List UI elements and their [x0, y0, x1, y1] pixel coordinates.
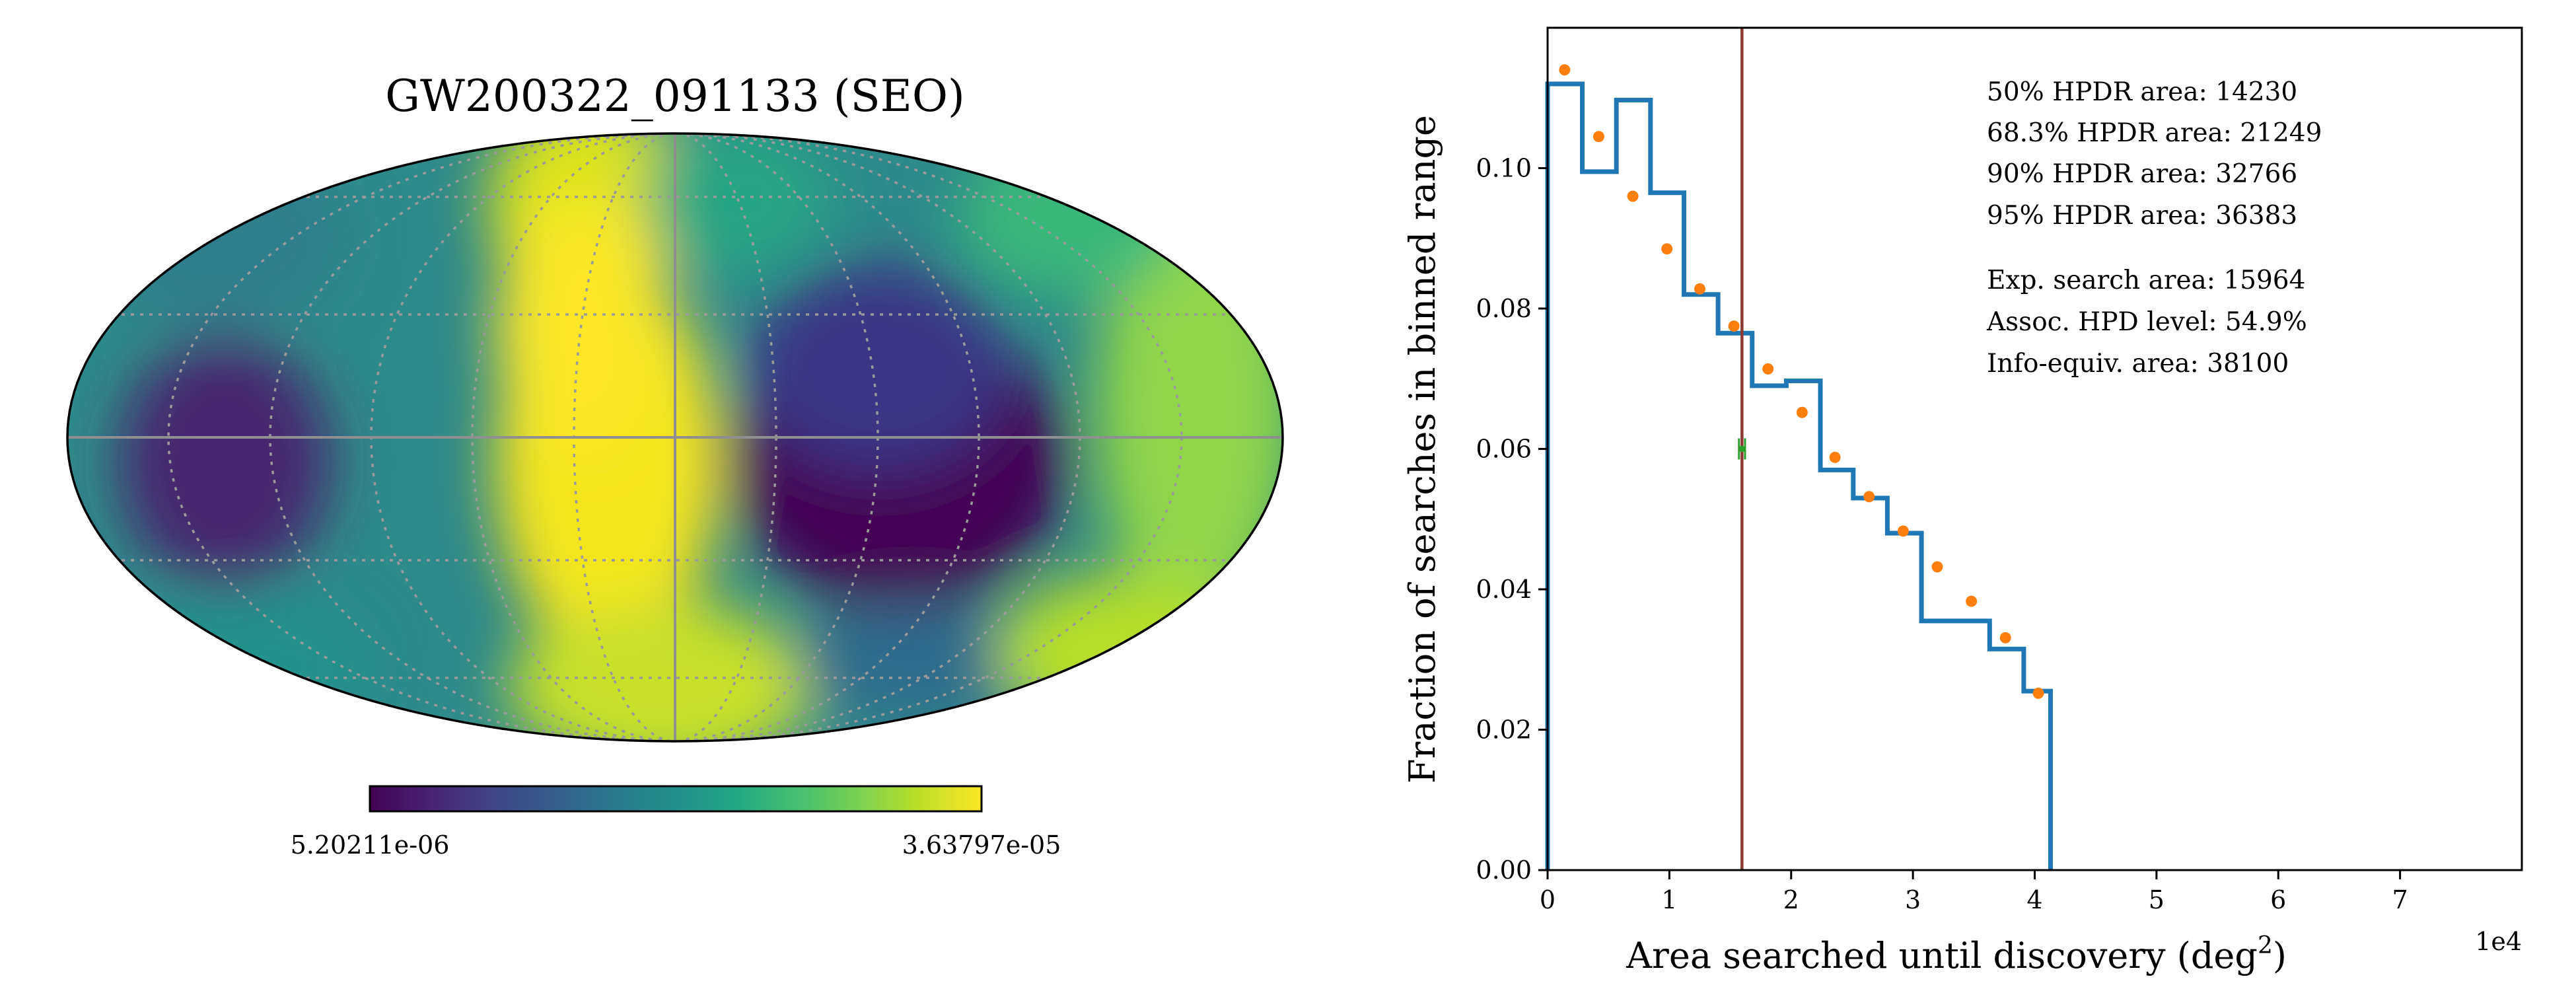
x-tick-label: 7 — [2392, 885, 2408, 914]
annotation-hpdr-68: 68.3% HPDR area: 21249 — [1987, 118, 2322, 148]
skymap-border — [66, 132, 1284, 743]
y-tick-label: 0.04 — [1476, 575, 1532, 604]
annotation-hpdr-90: 90% HPDR area: 32766 — [1987, 159, 2297, 189]
annotation-hpdr-95: 95% HPDR area: 36383 — [1987, 201, 2297, 231]
estimate-point — [1931, 561, 1943, 573]
histogram-panel: 0 1 2 3 4 5 6 7 0.00 0.02 0.04 0.06 0.08 0.10 Area s… — [1402, 26, 2523, 976]
estimate-point — [1728, 320, 1740, 332]
annotation-info-equiv-area: Info-equiv. area: 38100 — [1987, 349, 2289, 379]
estimate-point — [1829, 451, 1841, 463]
x-axis-label: Area searched until discovery (deg2) — [1626, 932, 2287, 976]
estimate-point — [1863, 491, 1875, 503]
y-ticks: 0.00 0.02 0.04 0.06 0.08 0.10 — [1476, 154, 1548, 885]
x-axis-label-main: Area searched until discovery (deg — [1626, 935, 2258, 976]
y-tick-label: 0.02 — [1476, 716, 1532, 745]
exp-search-marker — [1738, 445, 1746, 453]
y-tick-label: 0.06 — [1476, 435, 1532, 464]
colorbar-min-label: 5.20211e-06 — [291, 830, 450, 860]
x-axis-multiplier: 1e4 — [2475, 927, 2522, 956]
estimate-point — [1661, 243, 1673, 255]
colorbar-gradient — [369, 785, 983, 813]
plot-frame — [1546, 26, 2523, 871]
estimate-point — [1559, 64, 1571, 76]
x-tick-label: 3 — [1905, 885, 1921, 914]
stats-annotations: 50% HPDR area: 14230 68.3% HPDR area: 21… — [1986, 77, 2322, 379]
estimate-point — [1897, 525, 1909, 537]
estimate-point — [1627, 190, 1639, 202]
y-tick-label: 0.10 — [1476, 154, 1532, 183]
estimate-point — [1796, 406, 1808, 418]
x-tick-label: 1 — [1661, 885, 1677, 914]
x-tick-label: 2 — [1783, 885, 1799, 914]
x-ticks: 0 1 2 3 4 5 6 7 — [1540, 870, 2408, 914]
estimate-points — [1559, 64, 2044, 699]
y-tick-label: 0.00 — [1476, 856, 1532, 885]
colorbar: 5.20211e-06 3.63797e-05 — [291, 785, 1061, 860]
estimate-point — [2032, 687, 2044, 699]
colorbar-max-label: 3.63797e-05 — [902, 830, 1061, 860]
histogram-step-line — [1545, 81, 2053, 870]
histogram-series — [1545, 81, 2053, 870]
y-axis-label: Fraction of searches in binned range — [1402, 115, 1443, 784]
x-axis-label-sup: 2 — [2258, 932, 2273, 959]
x-tick-label: 4 — [2026, 885, 2042, 914]
annotation-hpdr-50: 50% HPDR area: 14230 — [1987, 77, 2297, 107]
x-tick-label: 6 — [2270, 885, 2286, 914]
annotation-exp-search-area: Exp. search area: 15964 — [1987, 266, 2305, 295]
x-axis-label-end: ) — [2273, 935, 2287, 976]
estimate-point — [1592, 131, 1604, 143]
y-tick-label: 0.08 — [1476, 294, 1532, 323]
estimate-point — [1999, 632, 2011, 643]
estimate-point — [1762, 363, 1774, 375]
estimate-point — [1694, 283, 1705, 295]
annotation-assoc-hpd-level: Assoc. HPD level: 54.9% — [1986, 307, 2307, 337]
skymap-panel: GW200322_091133 (SEO) — [66, 71, 1284, 860]
x-tick-label: 5 — [2149, 885, 2165, 914]
exp-search-marker-group — [1738, 438, 1746, 460]
estimate-point — [1966, 595, 1978, 607]
x-tick-label: 0 — [1540, 885, 1556, 914]
skymap-heatmap — [67, 133, 1283, 741]
graticule-axes — [67, 133, 1283, 741]
skymap-title: GW200322_091133 (SEO) — [385, 71, 964, 122]
